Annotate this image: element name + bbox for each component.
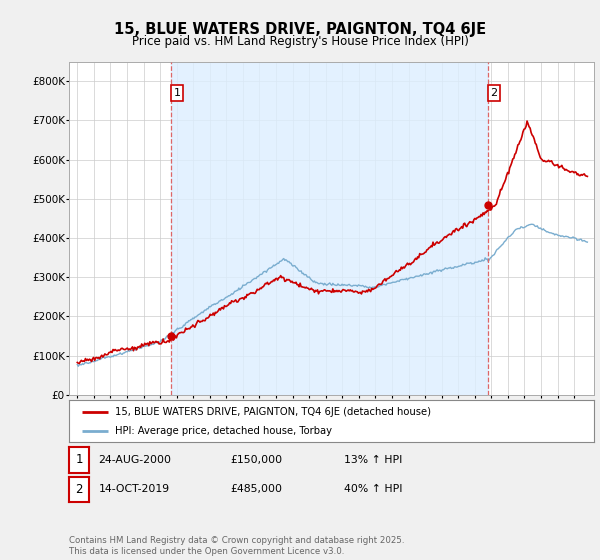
Text: 40% ↑ HPI: 40% ↑ HPI [344, 484, 403, 494]
Text: HPI: Average price, detached house, Torbay: HPI: Average price, detached house, Torb… [115, 426, 332, 436]
Text: 1: 1 [76, 453, 83, 466]
Text: 24-AUG-2000: 24-AUG-2000 [98, 455, 172, 465]
Text: Contains HM Land Registry data © Crown copyright and database right 2025.
This d: Contains HM Land Registry data © Crown c… [69, 536, 404, 556]
Text: Price paid vs. HM Land Registry's House Price Index (HPI): Price paid vs. HM Land Registry's House … [131, 35, 469, 48]
Text: £485,000: £485,000 [230, 484, 283, 494]
Text: 13% ↑ HPI: 13% ↑ HPI [344, 455, 403, 465]
Text: £150,000: £150,000 [230, 455, 283, 465]
Text: 14-OCT-2019: 14-OCT-2019 [98, 484, 170, 494]
Text: 15, BLUE WATERS DRIVE, PAIGNTON, TQ4 6JE: 15, BLUE WATERS DRIVE, PAIGNTON, TQ4 6JE [114, 22, 486, 38]
Text: 2: 2 [76, 483, 83, 496]
Text: 15, BLUE WATERS DRIVE, PAIGNTON, TQ4 6JE (detached house): 15, BLUE WATERS DRIVE, PAIGNTON, TQ4 6JE… [115, 407, 431, 417]
Text: 2: 2 [490, 88, 497, 98]
Text: 1: 1 [173, 88, 181, 98]
Bar [171, 62, 488, 395]
